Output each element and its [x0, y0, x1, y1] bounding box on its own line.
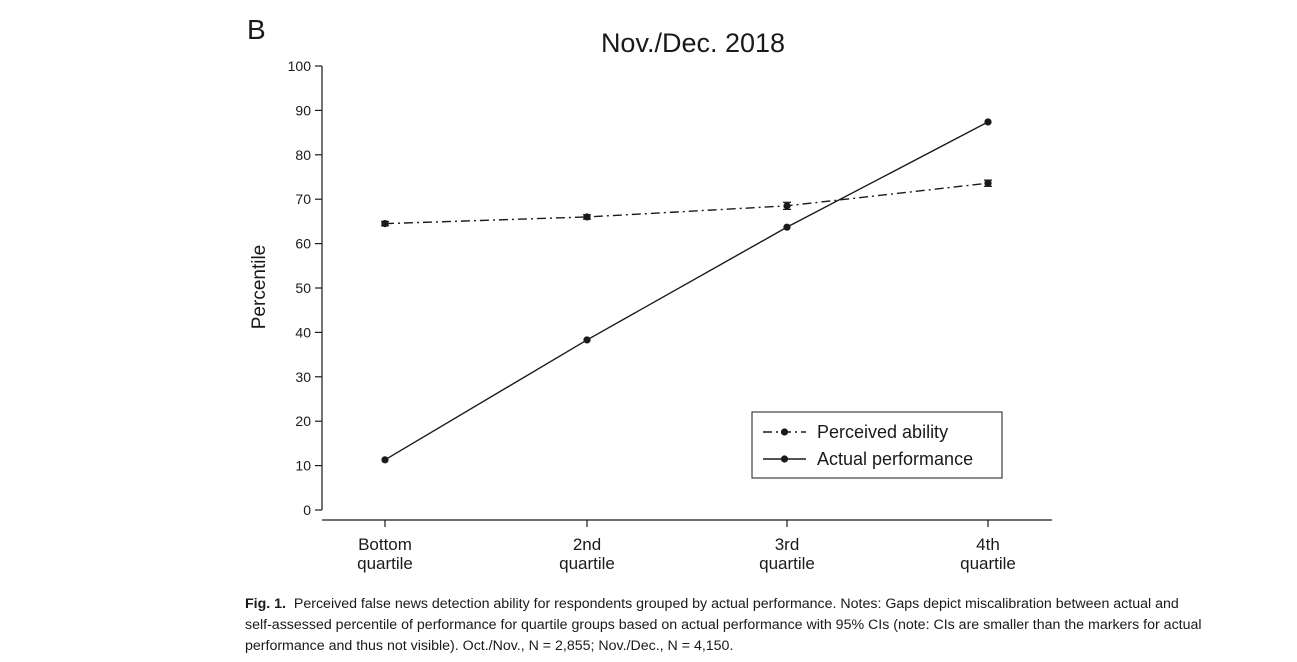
y-tick-label: 10: [295, 458, 311, 474]
data-point: [381, 456, 389, 464]
legend: Perceived ability Actual performance: [751, 411, 1003, 479]
x-tick-label: quartile: [559, 554, 615, 573]
legend-label: Perceived ability: [817, 422, 948, 442]
data-point: [381, 220, 389, 228]
x-tick-label: 2nd: [573, 535, 601, 554]
series-line: [384, 182, 989, 225]
legend-box: [751, 411, 1003, 479]
y-tick-label: 40: [295, 324, 311, 340]
x-tick-label: quartile: [759, 554, 815, 573]
data-point: [783, 202, 791, 210]
chart-title: Nov./Dec. 2018: [601, 28, 785, 58]
y-tick-label: 20: [295, 413, 311, 429]
x-tick-label: 3rd: [775, 535, 800, 554]
y-tick-label: 60: [295, 236, 311, 252]
caption-label: Fig. 1.: [245, 596, 286, 612]
y-tick-label: 80: [295, 147, 311, 163]
series-2: [381, 118, 992, 464]
y-tick-label: 100: [288, 58, 312, 74]
caption-line-2: self-assessed percentile of performance …: [245, 617, 1202, 633]
data-point: [583, 336, 591, 344]
y-tick-label: 30: [295, 369, 311, 385]
series-1: [381, 179, 992, 228]
x-tick-label: 4th: [976, 535, 1000, 554]
data-point: [984, 118, 992, 126]
legend-label: Actual performance: [817, 449, 973, 469]
series-layer: [381, 118, 992, 464]
line-chart: Nov./Dec. 2018 Percentile 0 10 20 30 40 50 60 7…: [249, 28, 1052, 573]
y-tick-label: 70: [295, 191, 311, 207]
series-line: [384, 121, 989, 461]
figure-caption: Fig. 1. Perceived false news detection a…: [245, 594, 1285, 657]
legend-swatch-marker: [780, 428, 789, 436]
caption-line-3: performance and thus not visible). Oct./…: [245, 638, 734, 654]
x-tick-label: quartile: [960, 554, 1016, 573]
data-point: [984, 179, 992, 187]
y-axis-label: Percentile: [249, 245, 270, 330]
panel-letter: B: [247, 14, 266, 45]
legend-swatch-marker: [780, 455, 789, 463]
caption-line-1: Perceived false news detection ability f…: [293, 596, 1179, 612]
y-tick-label: 0: [303, 502, 311, 518]
y-tick-label: 90: [295, 102, 311, 118]
axes: 0102030405060708090100Bottomquartile2ndq…: [288, 58, 1052, 573]
x-tick-label: quartile: [357, 554, 413, 573]
data-point: [583, 213, 591, 221]
y-tick-label: 50: [295, 280, 311, 296]
data-point: [783, 223, 791, 231]
x-tick-label: Bottom: [358, 535, 412, 554]
